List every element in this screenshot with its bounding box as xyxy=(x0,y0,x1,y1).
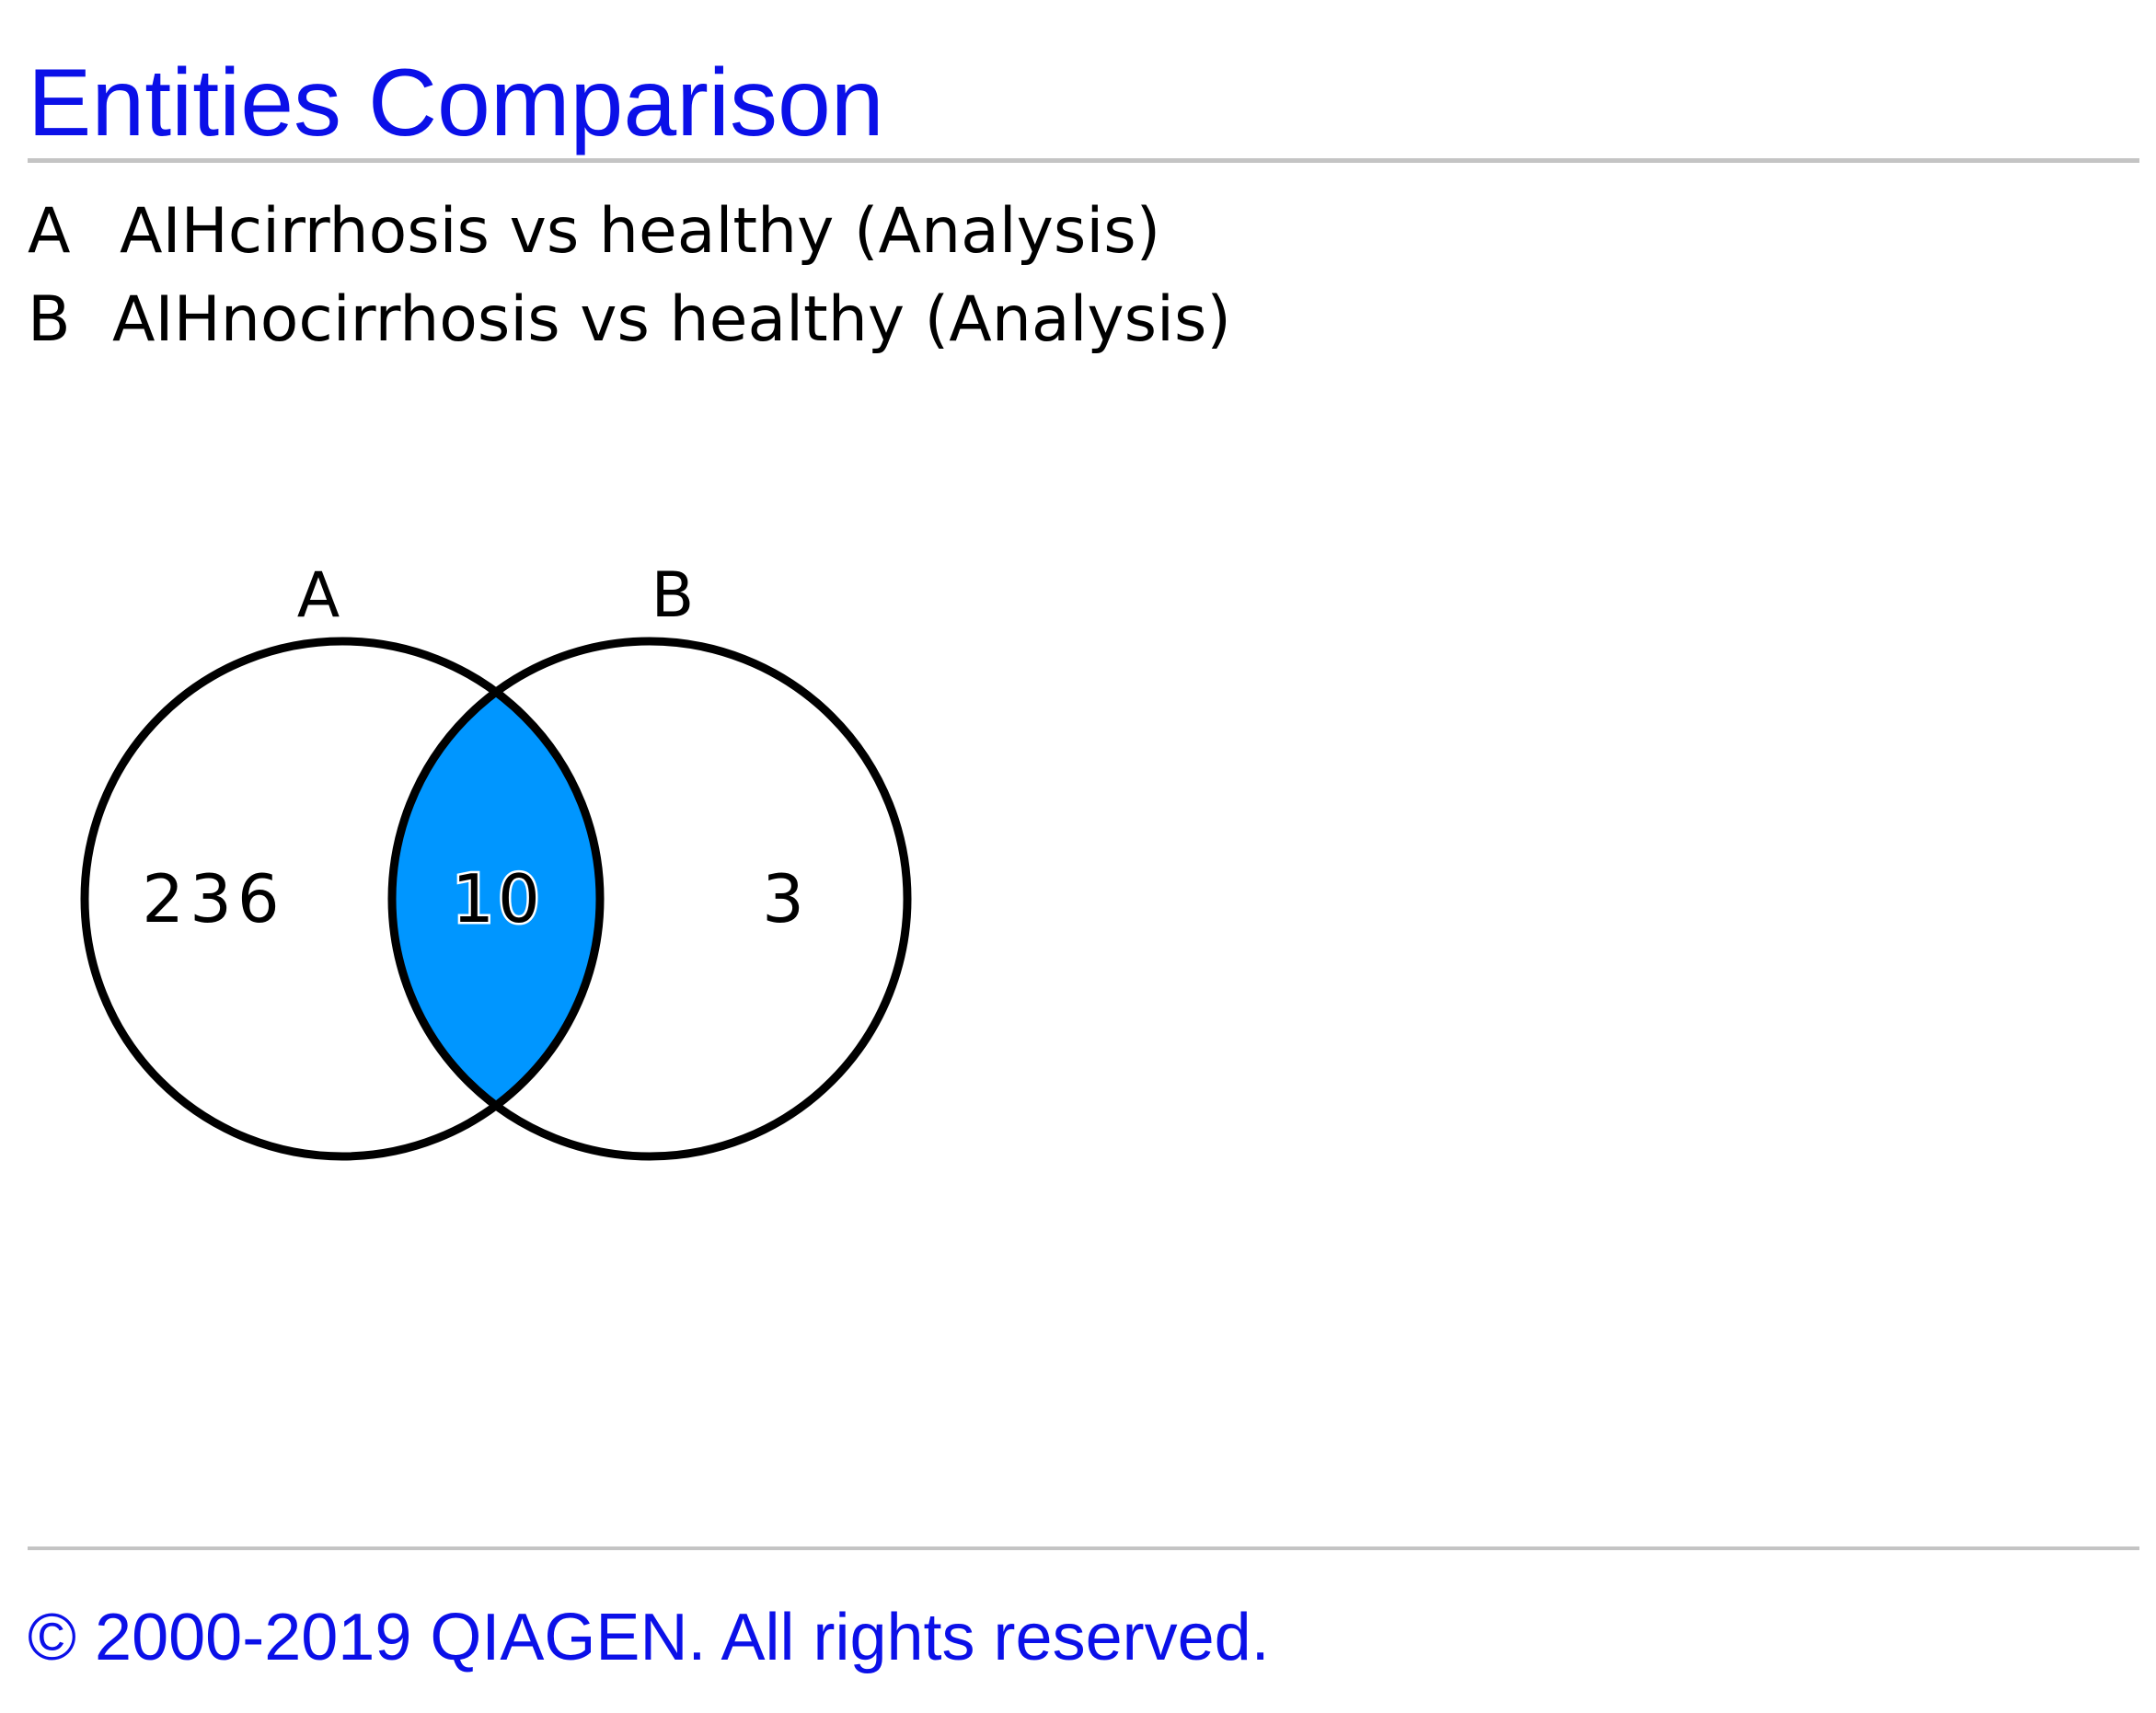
intersection-count: 10 xyxy=(452,860,544,937)
intersection-region[interactable] xyxy=(392,641,907,1156)
set-a-label: A xyxy=(297,559,340,632)
only-b-count: 3 xyxy=(762,860,804,937)
set-b-circle[interactable] xyxy=(387,637,912,1161)
legend-label: AIHcirrhosis vs healthy (Analysis) xyxy=(120,195,1161,268)
legend-label: AIHnocirrhosis vs healthy (Analysis) xyxy=(112,283,1231,356)
set-legend: A AIHcirrhosis vs healthy (Analysis) B AIH… xyxy=(28,188,1231,364)
copyright-footer: © 2000-2019 QIAGEN. All rights reserved. xyxy=(28,1601,1270,1674)
legend-key: B xyxy=(28,283,71,356)
title-divider xyxy=(28,158,2139,163)
legend-item-a: A AIHcirrhosis vs healthy (Analysis) xyxy=(28,188,1231,276)
footer-divider xyxy=(28,1546,2139,1550)
only-a-count: 236 xyxy=(142,860,284,937)
set-a-circle[interactable] xyxy=(80,637,605,1161)
legend-item-b: B AIHnocirrhosis vs healthy (Analysis) xyxy=(28,276,1231,364)
page-title: Entities Comparison xyxy=(28,50,884,156)
legend-key: A xyxy=(28,195,71,268)
set-b-label: B xyxy=(651,559,695,632)
